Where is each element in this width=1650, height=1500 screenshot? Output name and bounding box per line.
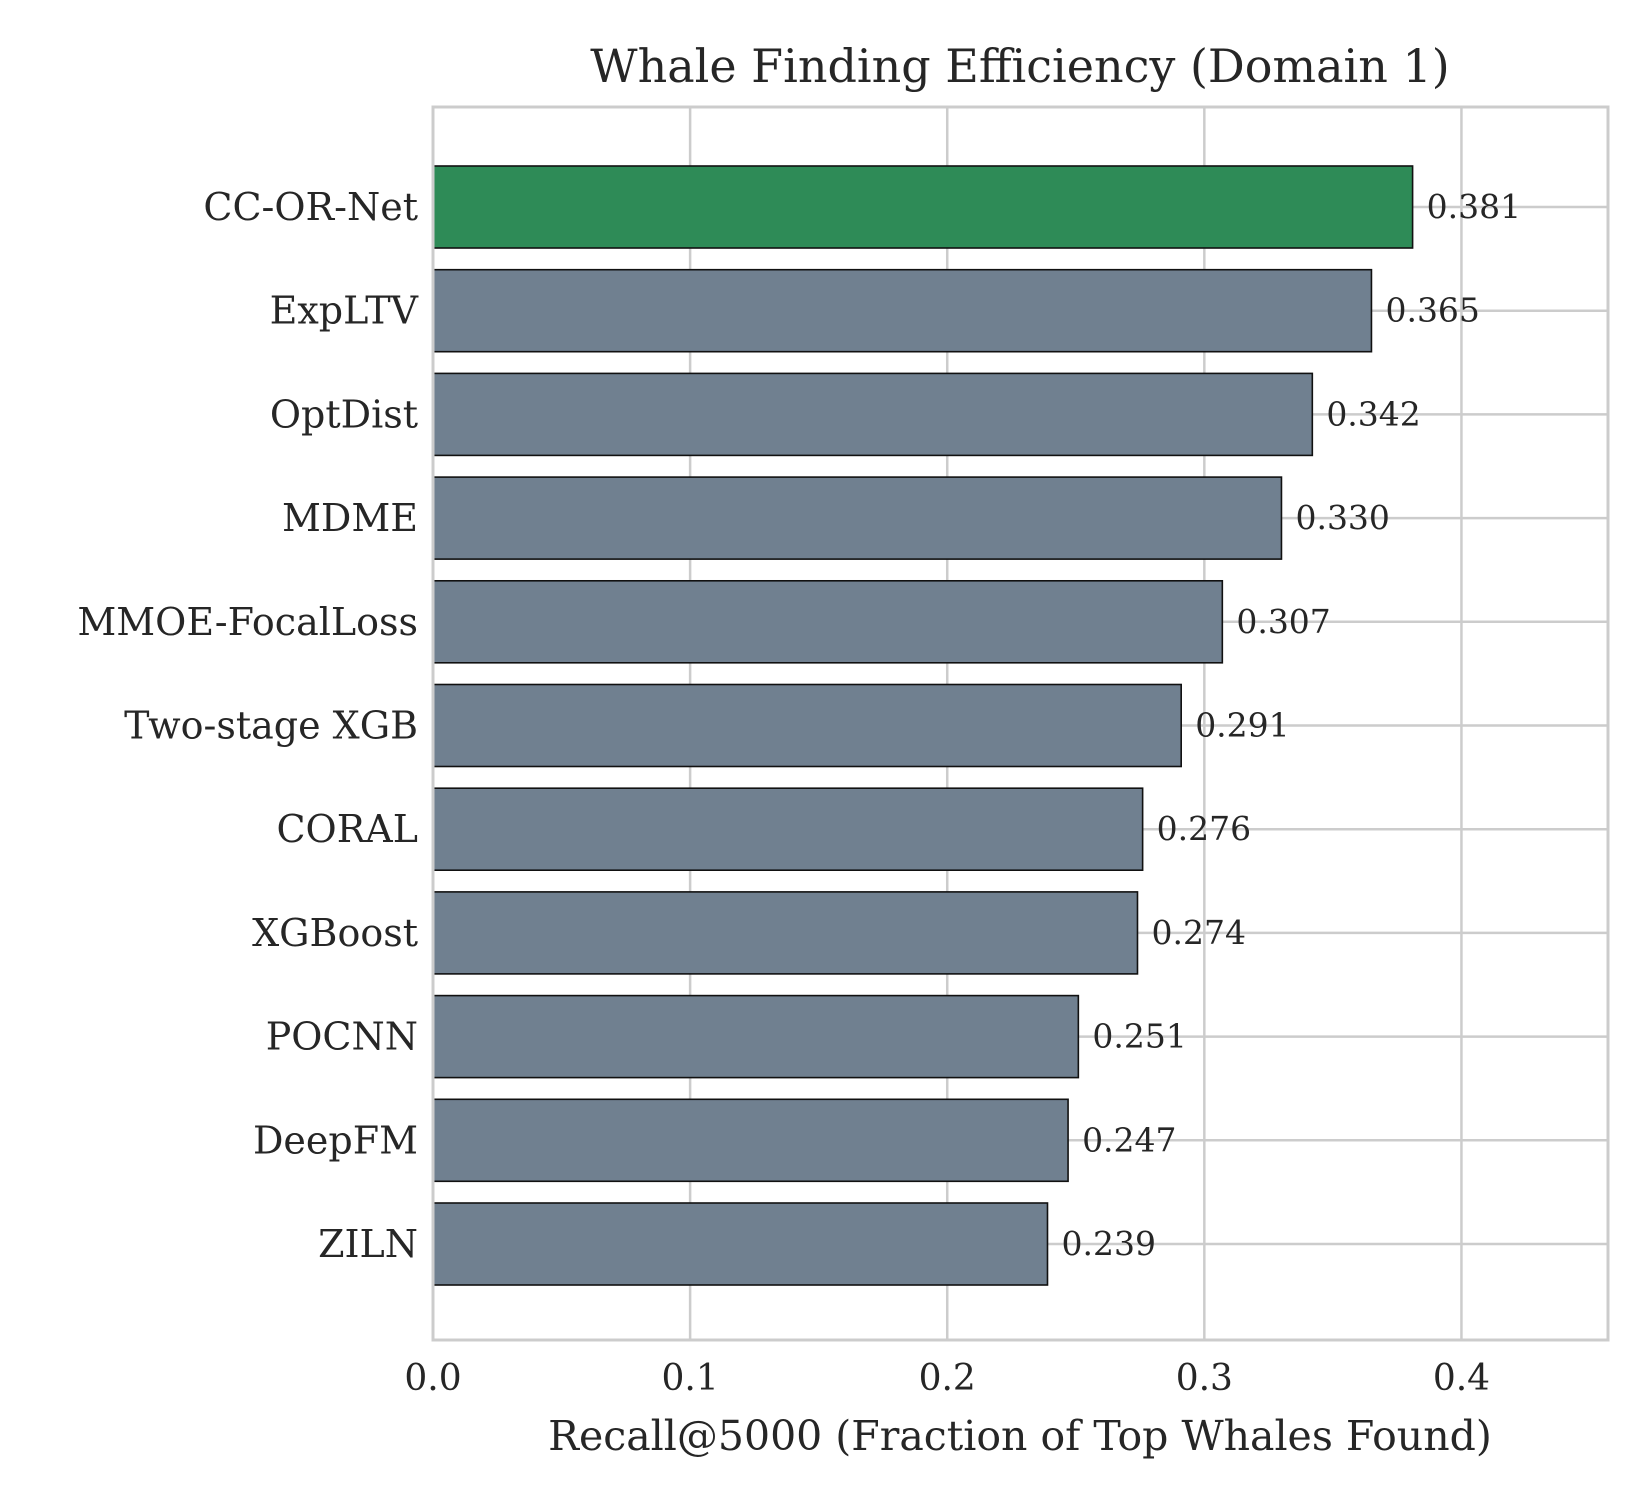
bar-value-label: 0.381 bbox=[1427, 187, 1521, 226]
bar-expltv bbox=[432, 268, 1373, 353]
bar-mmoe-focalloss bbox=[432, 579, 1224, 664]
y-tick-label: XGBoost bbox=[252, 911, 418, 955]
bar-value-label: 0.239 bbox=[1061, 1224, 1155, 1263]
y-tick-label: CC-OR-Net bbox=[203, 185, 418, 229]
x-tick-label: 0.0 bbox=[404, 1358, 461, 1399]
bar-value-label: 0.247 bbox=[1082, 1120, 1176, 1159]
bars-layer bbox=[432, 165, 1414, 1286]
bar-optdist bbox=[432, 372, 1314, 457]
labels-layer: 0.0 0.1 0.2 0.3 0.4 CC-OR-Net 0.381 ExpLTV 0.365… bbox=[77, 185, 1521, 1399]
x-tick-label: 0.4 bbox=[1433, 1358, 1490, 1399]
bar-value-label: 0.274 bbox=[1151, 913, 1245, 952]
bar-value-label: 0.342 bbox=[1326, 394, 1420, 433]
bar-deepfm bbox=[432, 1098, 1069, 1183]
y-tick-label: ZILN bbox=[318, 1222, 418, 1266]
y-tick-label: MDME bbox=[282, 496, 418, 540]
bar-xgboost bbox=[432, 891, 1139, 975]
x-tick-label: 0.1 bbox=[661, 1358, 718, 1399]
y-tick-label: CORAL bbox=[276, 807, 418, 851]
bar-value-label: 0.276 bbox=[1157, 809, 1251, 848]
bar-pocnn bbox=[432, 994, 1080, 1079]
bar-coral bbox=[432, 787, 1144, 872]
bar-value-label: 0.251 bbox=[1092, 1017, 1186, 1056]
y-tick-label: OptDist bbox=[270, 392, 418, 436]
chart-title: Whale Finding Efficiency (Domain 1) bbox=[590, 39, 1449, 93]
bar-mdme bbox=[432, 476, 1283, 560]
y-tick-label: Two-stage XGB bbox=[124, 704, 418, 748]
y-tick-label: ExpLTV bbox=[270, 289, 419, 333]
bar-cc-or-net bbox=[432, 165, 1414, 249]
plot-frame bbox=[431, 105, 1610, 1342]
x-tick-label: 0.3 bbox=[1176, 1358, 1233, 1399]
x-tick-label: 0.2 bbox=[919, 1358, 976, 1399]
bar-ziln bbox=[432, 1202, 1049, 1286]
y-tick-label: MMOE-FocalLoss bbox=[77, 600, 418, 644]
y-tick-label: POCNN bbox=[266, 1015, 418, 1059]
x-axis-label: Recall@5000 (Fraction of Top Whales Foun… bbox=[548, 1412, 1492, 1460]
bar-value-label: 0.291 bbox=[1195, 706, 1289, 745]
bar-two-stage-xgb bbox=[432, 683, 1182, 768]
bar-value-label: 0.330 bbox=[1295, 498, 1389, 537]
y-tick-label: DeepFM bbox=[253, 1118, 418, 1162]
bar-value-label: 0.307 bbox=[1236, 602, 1330, 641]
bar-value-label: 0.365 bbox=[1385, 291, 1479, 330]
